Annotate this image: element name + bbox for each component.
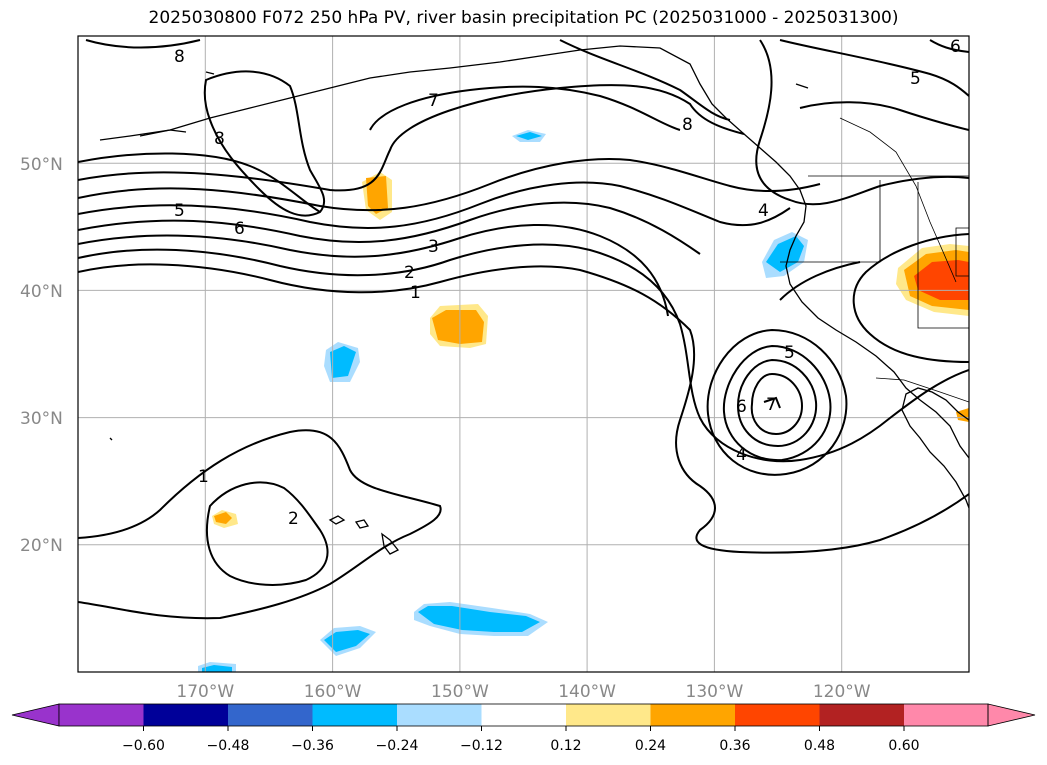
lon-label-130w: 130°W bbox=[686, 682, 744, 702]
pv-contour-east-loop bbox=[852, 233, 969, 363]
colorbar-tick-label: −0.48 bbox=[207, 738, 250, 754]
colorbar-tick-label: 0.48 bbox=[804, 738, 835, 754]
pv-cutoff-ring-3 bbox=[736, 358, 818, 448]
colorbar-band bbox=[481, 704, 566, 726]
map-gridlines bbox=[78, 36, 969, 672]
pv-cutoff-ring-4 bbox=[750, 372, 804, 436]
pv-contour-5-upper-right bbox=[779, 39, 969, 97]
pv-contour-7 bbox=[78, 84, 745, 192]
contour-label: 5 bbox=[784, 343, 795, 363]
map-plot-area: 1 2 3 4 5 6 7 8 8 1 2 5 6 7 4 5 6 8 bbox=[78, 36, 969, 672]
lat-label-50n: 50°N bbox=[20, 155, 63, 175]
colorbar-tick-label: −0.60 bbox=[122, 738, 165, 754]
contour-label: 2 bbox=[288, 509, 299, 529]
colorbar-band bbox=[228, 704, 313, 726]
contour-label: 4 bbox=[758, 201, 769, 221]
colorbar-tick-label: 0.24 bbox=[635, 738, 666, 754]
contour-label: 7 bbox=[766, 395, 777, 415]
contour-label: 8 bbox=[174, 47, 185, 67]
colorbar-band bbox=[566, 704, 651, 726]
contour-label: 1 bbox=[410, 283, 421, 303]
contour-label: 8 bbox=[682, 115, 693, 135]
pv-contour-1-north bbox=[78, 263, 969, 554]
colorbar-tick-label: −0.12 bbox=[460, 738, 503, 754]
colorbar-tick-label: −0.24 bbox=[376, 738, 419, 754]
negative-precip-shading bbox=[198, 130, 808, 672]
pv-contour-4-coast bbox=[799, 101, 969, 131]
lat-label-20n: 20°N bbox=[20, 536, 63, 556]
map-frame bbox=[77, 35, 970, 673]
lon-label-140w: 140°W bbox=[558, 682, 616, 702]
pv-contour-6-ne bbox=[929, 39, 969, 53]
colorbar-under-arrow bbox=[11, 703, 60, 727]
pv-contour-6-band bbox=[78, 158, 821, 212]
colorbar-band bbox=[819, 704, 904, 726]
colorbar-band bbox=[904, 704, 988, 726]
lat-label-30n: 30°N bbox=[20, 409, 63, 429]
contour-label: 4 bbox=[736, 445, 747, 465]
longitude-labels: 170°W 160°W 150°W 140°W 130°W 120°W bbox=[176, 682, 870, 702]
colorbar-band bbox=[143, 704, 228, 726]
pv-cutoff-core bbox=[763, 396, 781, 409]
contour-label: 5 bbox=[174, 201, 185, 221]
contour-label: 6 bbox=[950, 37, 961, 57]
colorbar-band bbox=[650, 704, 735, 726]
pv-contour-1-south bbox=[78, 429, 442, 620]
contour-label: 6 bbox=[736, 397, 747, 417]
coastlines bbox=[99, 45, 969, 555]
pv-contour-2-south bbox=[206, 481, 329, 586]
latitude-labels: 20°N 30°N 40°N 50°N bbox=[20, 155, 63, 556]
lon-label-150w: 150°W bbox=[431, 682, 489, 702]
pv-contour-low-6 bbox=[78, 152, 321, 213]
pv-contour-5-band bbox=[78, 181, 791, 229]
colorbar-band bbox=[397, 704, 482, 726]
colorbar-tick-label: 0.12 bbox=[550, 738, 581, 754]
pv-contour-7-bubble bbox=[369, 85, 681, 131]
contour-labels: 1 2 3 4 5 6 7 8 8 1 2 5 6 7 4 5 6 8 bbox=[174, 37, 961, 529]
contour-label: 7 bbox=[428, 91, 439, 111]
contour-label: 2 bbox=[404, 263, 415, 283]
lon-label-170w: 170°W bbox=[176, 682, 234, 702]
lon-label-120w: 120°W bbox=[813, 682, 871, 702]
colorbar: −0.60 −0.48 −0.36 −0.24 −0.12 0.12 0.24 … bbox=[11, 703, 1036, 754]
colorbar-over-arrow bbox=[987, 703, 1036, 727]
colorbar-band bbox=[735, 704, 820, 726]
colorbar-band bbox=[312, 704, 397, 726]
lon-label-160w: 160°W bbox=[304, 682, 362, 702]
colorbar-tick-label: −0.36 bbox=[291, 738, 334, 754]
pv-contours bbox=[78, 39, 969, 620]
colorbar-tick-label: 0.36 bbox=[719, 738, 750, 754]
colorbar-band bbox=[59, 704, 144, 726]
colorbar-tick-label: 0.60 bbox=[888, 738, 919, 754]
pv-contour-eastern-arc bbox=[779, 261, 861, 301]
contour-label: 3 bbox=[428, 237, 439, 257]
colorbar-outline bbox=[58, 703, 989, 727]
pv-contour-5-east bbox=[755, 39, 969, 206]
map-title: 2025030800 F072 250 hPa PV, river basin … bbox=[148, 8, 899, 28]
contour-label: 6 bbox=[234, 219, 245, 239]
contour-label: 5 bbox=[910, 69, 921, 89]
pv-contour-8-top bbox=[85, 39, 201, 49]
pv-cutoff-ring-1 bbox=[706, 328, 848, 476]
pv-contour-4-band bbox=[78, 201, 701, 255]
pv-cutoff-ring-2 bbox=[722, 344, 832, 462]
pv-contour-8-left bbox=[203, 70, 326, 217]
pv-contour-ridge bbox=[559, 39, 731, 121]
contour-label: 1 bbox=[198, 467, 209, 487]
pv-contour-3 bbox=[78, 223, 669, 317]
contour-label: 8 bbox=[214, 129, 225, 149]
lat-label-40n: 40°N bbox=[20, 282, 63, 302]
